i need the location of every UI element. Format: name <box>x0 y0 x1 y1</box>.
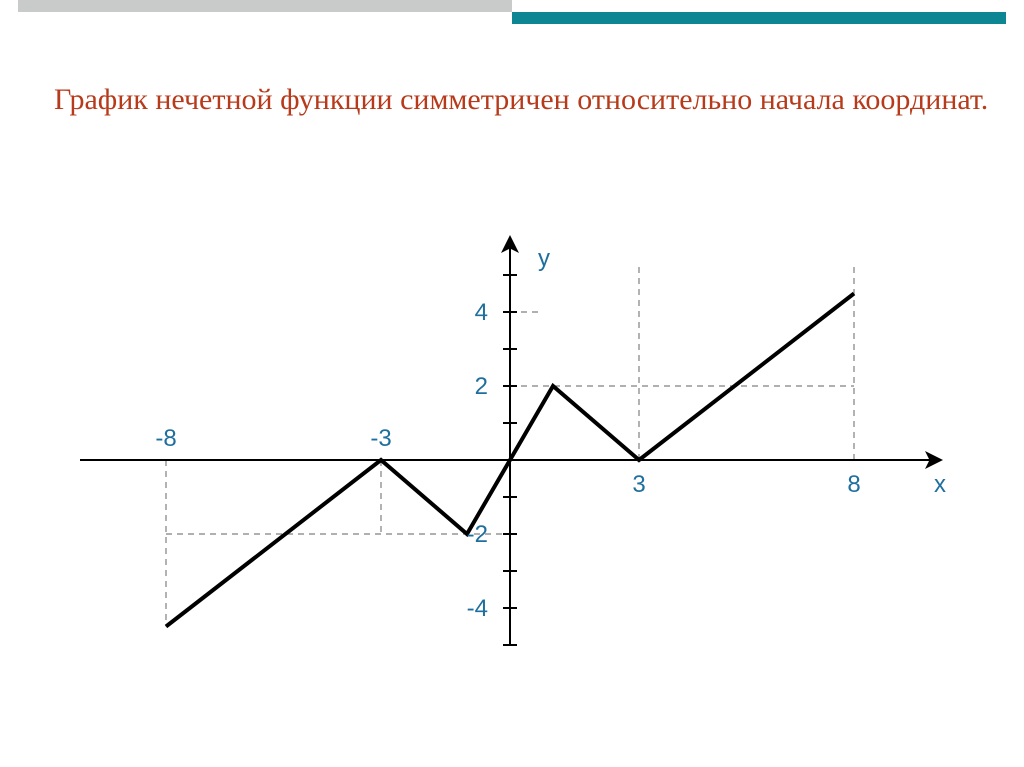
axis-tick-label: 4 <box>475 299 488 326</box>
header-grey-bar <box>18 0 512 12</box>
axis-tick-label: 2 <box>475 373 488 400</box>
axis-tick-label: y <box>538 245 550 272</box>
axis-tick-label: -4 <box>467 595 488 622</box>
header-decoration <box>0 0 1024 26</box>
page-title: График нечетной функции симметричен отно… <box>54 80 988 119</box>
axis-tick-label: 8 <box>847 471 860 498</box>
odd-function-chart: -4 -2 2 4 -8 -3 3 8 y x <box>60 190 960 710</box>
axis-tick-label: x <box>934 471 946 498</box>
axis-tick-label: -2 <box>467 521 488 548</box>
axis-tick-label: -8 <box>155 425 176 452</box>
header-teal-bar <box>512 12 1006 24</box>
axis-tick-label: 3 <box>632 471 645 498</box>
axis-tick-label: -3 <box>370 425 391 452</box>
